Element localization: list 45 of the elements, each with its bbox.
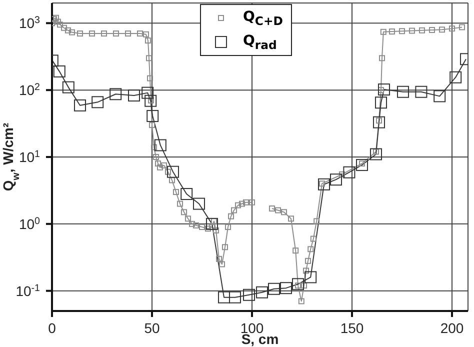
point	[146, 110, 159, 122]
point	[330, 174, 342, 186]
y-tick-label: 10$^{0}$	[18, 215, 41, 232]
point	[370, 148, 382, 160]
point	[397, 86, 409, 98]
y-tick-label: 10$^{1}$	[18, 148, 40, 165]
point	[356, 158, 368, 171]
y-tick-label: 10$^{-1}$	[16, 282, 40, 299]
point	[180, 188, 193, 200]
y-tick-label: 10$^{3}$	[18, 14, 41, 32]
point	[450, 71, 462, 84]
point	[243, 288, 255, 301]
point	[193, 198, 205, 210]
point	[375, 96, 387, 109]
point	[167, 166, 179, 178]
point	[415, 86, 428, 98]
point	[154, 139, 166, 152]
legend-label: Q$_{C+D}$	[243, 8, 283, 28]
point	[110, 88, 122, 100]
point	[373, 116, 385, 128]
point	[206, 218, 218, 230]
point	[280, 282, 292, 294]
point	[53, 65, 66, 78]
point	[343, 166, 356, 178]
point	[304, 271, 317, 284]
x-tick-label: 150	[340, 320, 364, 336]
point	[229, 291, 241, 304]
y-tick-label: 10$^{2}$	[18, 82, 40, 98]
point	[256, 286, 268, 298]
point	[292, 278, 304, 290]
point	[318, 178, 330, 190]
point	[128, 89, 140, 102]
point	[218, 291, 230, 304]
point	[144, 94, 157, 107]
point	[92, 96, 104, 108]
x-tick-label: 200	[440, 320, 464, 336]
point	[62, 81, 74, 94]
point	[74, 99, 86, 112]
legend-label: Q$_{rad}$	[243, 32, 277, 52]
point	[142, 86, 154, 99]
point	[378, 84, 390, 96]
point	[268, 282, 280, 295]
point	[434, 90, 446, 102]
x-tick-label: 0	[48, 320, 56, 336]
x-tick-label: 50	[144, 320, 160, 336]
